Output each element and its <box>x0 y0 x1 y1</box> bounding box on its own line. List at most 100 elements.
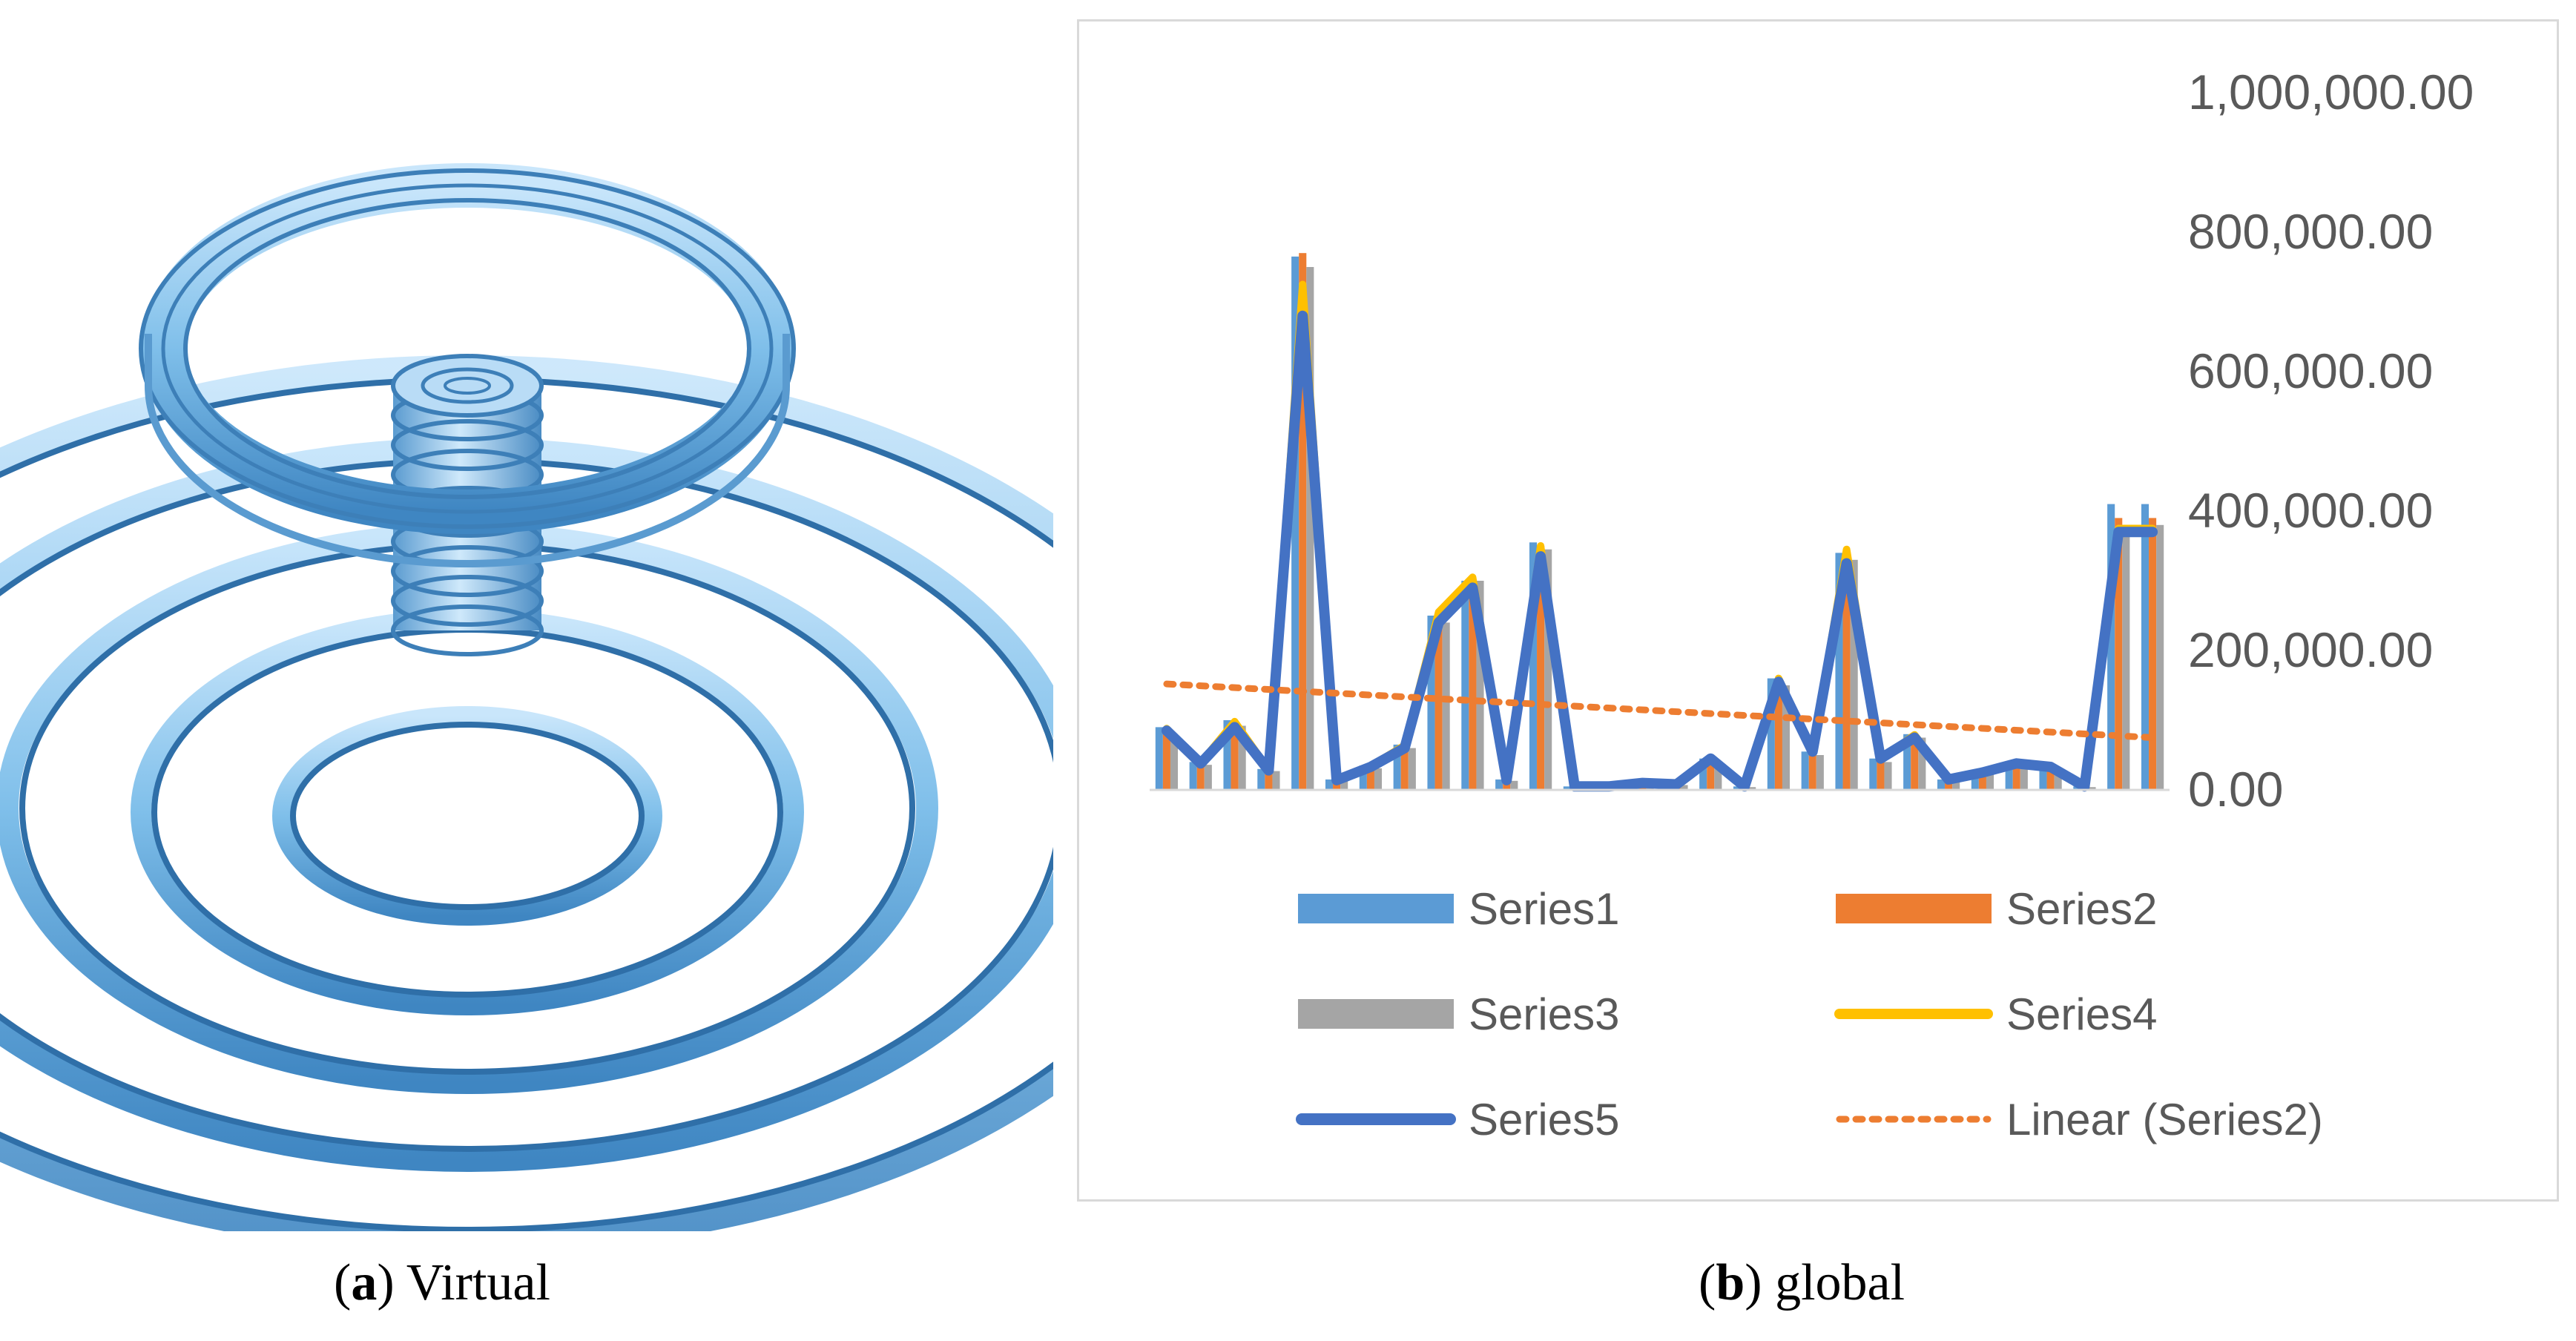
bar-series2-21 <box>1842 556 1851 790</box>
bar-series3-8 <box>1408 748 1416 790</box>
bar-series3-1 <box>1170 734 1179 790</box>
bar-series2-10 <box>1469 577 1477 790</box>
bar-series1-29 <box>2107 504 2115 790</box>
bar-series3-12 <box>1544 549 1552 790</box>
legend-swatch-series3 <box>1298 999 1454 1029</box>
bar-series1-17 <box>1699 758 1707 790</box>
bar-series2-5 <box>1299 253 1307 790</box>
caption-b-title: global <box>1775 1254 1905 1311</box>
bar-series1-1 <box>1155 727 1163 790</box>
bar-series3-26 <box>2020 765 2028 790</box>
bar-series3-21 <box>1850 559 1858 790</box>
legend-label: Series4 <box>2006 989 2157 1039</box>
bar-series1-6 <box>1325 779 1334 790</box>
caption-a-letter: a <box>351 1254 378 1311</box>
y-tick-label: 400,000.00 <box>2188 483 2433 538</box>
bar-series1-27 <box>2039 765 2047 790</box>
bar-series2-4 <box>1265 770 1273 790</box>
bar-series1-26 <box>2005 762 2013 790</box>
bar-series2-24 <box>1945 780 1953 790</box>
bar-series2-22 <box>1877 760 1885 790</box>
caption-b-letter: b <box>1716 1254 1745 1311</box>
bar-series3-24 <box>1952 780 1960 790</box>
bar-series1-23 <box>1903 734 1911 790</box>
bar-series1-12 <box>1529 542 1538 790</box>
bar-series2-8 <box>1400 746 1409 790</box>
bar-series1-11 <box>1495 779 1503 790</box>
bar-marks <box>1155 253 2164 790</box>
line-series5 <box>1161 310 2158 792</box>
bar-series1-19 <box>1767 678 1775 790</box>
y-tick-label: 800,000.00 <box>2188 204 2433 259</box>
bar-series3-3 <box>1238 725 1246 790</box>
legend: Series1 Series2 Series3 Series4 Series5 Linea… <box>1296 884 2323 1144</box>
bar-series2-17 <box>1707 760 1715 790</box>
bar-series1-18 <box>1733 786 1742 790</box>
bar-series2-26 <box>2012 763 2020 790</box>
legend-label: Series1 <box>1469 884 1619 934</box>
bar-series3-20 <box>1816 755 1824 790</box>
bar-series2-19 <box>1774 682 1782 790</box>
bar-series3-23 <box>1918 737 1926 790</box>
bar-series2-9 <box>1434 619 1443 790</box>
bar-series1-10 <box>1461 581 1469 790</box>
legend-swatch-series2 <box>1836 894 1992 923</box>
bar-series3-28 <box>2088 787 2096 790</box>
bar-series3-11 <box>1510 780 1518 790</box>
bar-series1-9 <box>1427 616 1435 790</box>
bar-series1-2 <box>1189 762 1197 790</box>
bar-series1-5 <box>1291 256 1299 790</box>
bar-series1-24 <box>1937 779 1946 790</box>
bar-series1-7 <box>1359 765 1367 790</box>
bar-series3-30 <box>2156 524 2164 790</box>
bar-series1-21 <box>1835 553 1843 790</box>
bar-series2-20 <box>1808 754 1816 790</box>
bar-series2-30 <box>2149 518 2157 790</box>
y-tick-label: 1,000,000.00 <box>2188 65 2474 119</box>
bar-series3-17 <box>1714 762 1722 790</box>
bar-series1-25 <box>1971 772 1979 790</box>
bar-series2-7 <box>1366 766 1374 790</box>
y-tick-label: 600,000.00 <box>2188 343 2433 398</box>
bar-series1-20 <box>1801 751 1809 790</box>
bar-series3-9 <box>1442 622 1450 790</box>
bar-series2-23 <box>1911 735 1919 790</box>
line-marks <box>1161 280 2158 792</box>
legend-label: Linear (Series2) <box>2006 1095 2323 1144</box>
bar-series3-16 <box>1680 785 1688 790</box>
bar-series3-18 <box>1748 787 1756 790</box>
bar-series2-12 <box>1537 546 1545 790</box>
combo-chart: 0.00 200,000.00 400,000.00 600,000.00 800,00… <box>1150 65 2474 1144</box>
legend-label: Series3 <box>1469 989 1619 1039</box>
bar-series3-5 <box>1306 267 1314 790</box>
bar-series1-13 <box>1563 786 1571 790</box>
chart-frame: 0.00 200,000.00 400,000.00 600,000.00 800,00… <box>1077 19 2559 1202</box>
bar-series3-22 <box>1884 762 1892 790</box>
bar-series1-30 <box>2141 504 2150 790</box>
bar-series2-25 <box>1978 774 1986 790</box>
bar-series3-25 <box>1986 774 1994 790</box>
bar-series2-29 <box>2115 518 2123 790</box>
bar-series3-19 <box>1782 685 1791 790</box>
legend-label: Series2 <box>2006 884 2157 934</box>
bar-series1-8 <box>1393 744 1401 790</box>
bar-series3-7 <box>1374 768 1383 790</box>
bar-series2-27 <box>2046 766 2055 790</box>
bar-series3-4 <box>1272 771 1280 790</box>
virtual-coil-rendering <box>0 163 1053 1231</box>
legend-swatch-series1 <box>1298 894 1454 923</box>
bar-series1-4 <box>1257 768 1265 790</box>
caption-a: (a) Virtual <box>334 1254 550 1311</box>
top-coil-ring <box>139 163 796 567</box>
y-tick-label: 200,000.00 <box>2188 622 2433 677</box>
y-axis-tick-labels: 0.00 200,000.00 400,000.00 600,000.00 800,00… <box>2188 65 2474 817</box>
bar-series2-1 <box>1162 731 1170 790</box>
caption-b: (b) global <box>1699 1254 1905 1311</box>
bar-series3-27 <box>2054 768 2062 790</box>
bar-series3-6 <box>1340 780 1348 790</box>
y-tick-label: 0.00 <box>2188 762 2283 817</box>
legend-label: Series5 <box>1469 1095 1619 1144</box>
bar-series1-22 <box>1869 758 1877 790</box>
caption-a-title: Virtual <box>406 1254 550 1311</box>
bar-series3-10 <box>1476 581 1484 790</box>
